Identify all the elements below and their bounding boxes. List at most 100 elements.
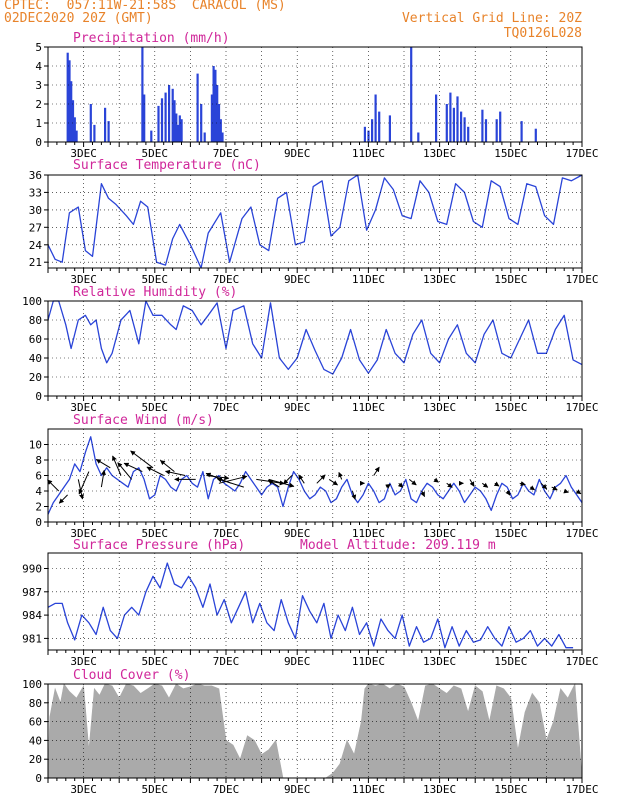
x-tick-label: 15DEC [494,527,527,540]
wind-vector [267,479,280,488]
wind-vector [529,485,536,491]
precip-bar [219,119,222,142]
y-tick-label: 20 [29,371,42,384]
wind-vector [397,482,404,488]
x-tick-label: 3DEC [70,401,97,414]
precip-bar [141,47,144,142]
wind-vector [165,469,186,476]
panel-5: 981 984 987 990 3DEC 5DEC 7DEC 9DEC 11DEC 13DEC 15… [22,538,598,668]
y-tick-label: 4 [35,60,42,73]
wind-vector [575,489,582,495]
datetime-header: 02DEC2020 20Z (GMT) [4,11,153,26]
panel-1: 0 1 2 3 4 5 3DEC 5DEC 7DEC 9DEC 11DEC 13DEC 15DEC 17D… [35,31,598,160]
x-tick-label: 15DEC [494,783,527,796]
precip-bar [534,128,537,142]
precip-bar [452,107,455,142]
y-tick-label: 60 [29,716,42,729]
precip-bar [66,52,69,143]
precip-bar [164,92,167,142]
wind-vector [112,455,122,476]
wind-vector [218,474,248,484]
wind-vector [505,490,511,496]
x-tick-label: 9DEC [284,655,311,668]
x-tick-label: 9DEC [284,527,311,540]
precip-bar [107,121,110,142]
precip-bar [217,104,221,142]
panel-title: Cloud Cover (%) [73,668,190,683]
y-tick-label: 60 [29,333,42,346]
precip-bar [374,94,377,142]
x-tick-label: 5DEC [142,401,169,414]
wind-vector [493,481,500,487]
precip-bar [378,111,381,142]
x-tick-label: 7DEC [213,783,240,796]
wind-vector [160,460,175,472]
precip-bar [417,132,420,142]
plot-area [48,301,582,396]
x-tick-label: 15DEC [494,273,527,286]
series-line [47,300,583,375]
precip-bar [203,132,206,142]
wind-vector [519,481,526,487]
y-tick-label: 24 [29,239,43,252]
wind-vector [385,483,391,489]
x-tick-label: 5DEC [142,273,169,286]
precip-bar [221,132,224,142]
x-tick-label: 13DEC [423,401,456,414]
x-tick-label: 7DEC [213,401,240,414]
precip-bar [168,85,171,142]
precip-bar [93,124,96,142]
wind-vector [482,482,489,488]
precip-bar [176,124,180,142]
x-tick-label: 11DEC [352,147,385,160]
wind-vector [130,450,154,469]
y-tick-label: 0 [35,516,42,529]
panel-title: Surface Temperature (nC) [73,158,261,173]
plot-area [48,553,582,650]
wind-vector [373,466,380,476]
wind-vector [47,479,60,492]
precip-bar [196,73,199,142]
wind-vector [446,482,453,488]
x-tick-label: 3DEC [70,273,97,286]
x-tick-label: 7DEC [213,655,240,668]
precip-bar [200,104,203,142]
precip-bar [371,119,374,142]
x-tick-label: 7DEC [213,527,240,540]
x-tick-label: 15DEC [494,147,527,160]
precip-bar [481,109,484,142]
panel-6: 0 20 40 60 80 100 3DEC 5DEC 7DEC 9DEC 11DEC 13DEC 15… [22,668,598,796]
precip-bar [104,107,107,142]
y-tick-label: 100 [22,678,42,691]
precip-bar [68,60,71,142]
x-tick-label: 9DEC [284,147,311,160]
precip-bar [143,94,146,142]
wind-vector [563,488,569,494]
model-code: TQ0126L028 [503,26,582,41]
x-tick-label: 7DEC [213,147,240,160]
wind-vector [338,471,343,480]
precip-bar [410,47,413,142]
plot-area [48,175,582,268]
panel-title: Surface Pressure (hPa) [73,538,245,553]
wind-vector [95,458,111,469]
y-tick-label: 80 [29,697,42,710]
precip-bar [467,126,470,142]
x-tick-label: 13DEC [423,783,456,796]
x-tick-label: 9DEC [284,401,311,414]
precip-bar [175,113,178,142]
wind-vector [58,494,68,504]
y-tick-label: 10 [29,439,42,452]
wind-vector [420,490,426,498]
y-tick-label: 0 [35,772,42,785]
precip-bar [520,121,523,142]
panel-4: 0 2 4 6 8 10 3DEC 5DEC 7DEC 9DEC 11DEC 13DEC 15DEC 17… [29,413,599,540]
precip-bar [499,111,502,142]
precip-bar [73,117,76,142]
precip-bar [463,117,466,142]
y-tick-label: 5 [35,41,42,54]
wind-vector [351,490,357,500]
x-tick-label: 3DEC [70,527,97,540]
x-tick-label: 11DEC [352,273,385,286]
y-tick-label: 40 [29,734,42,747]
